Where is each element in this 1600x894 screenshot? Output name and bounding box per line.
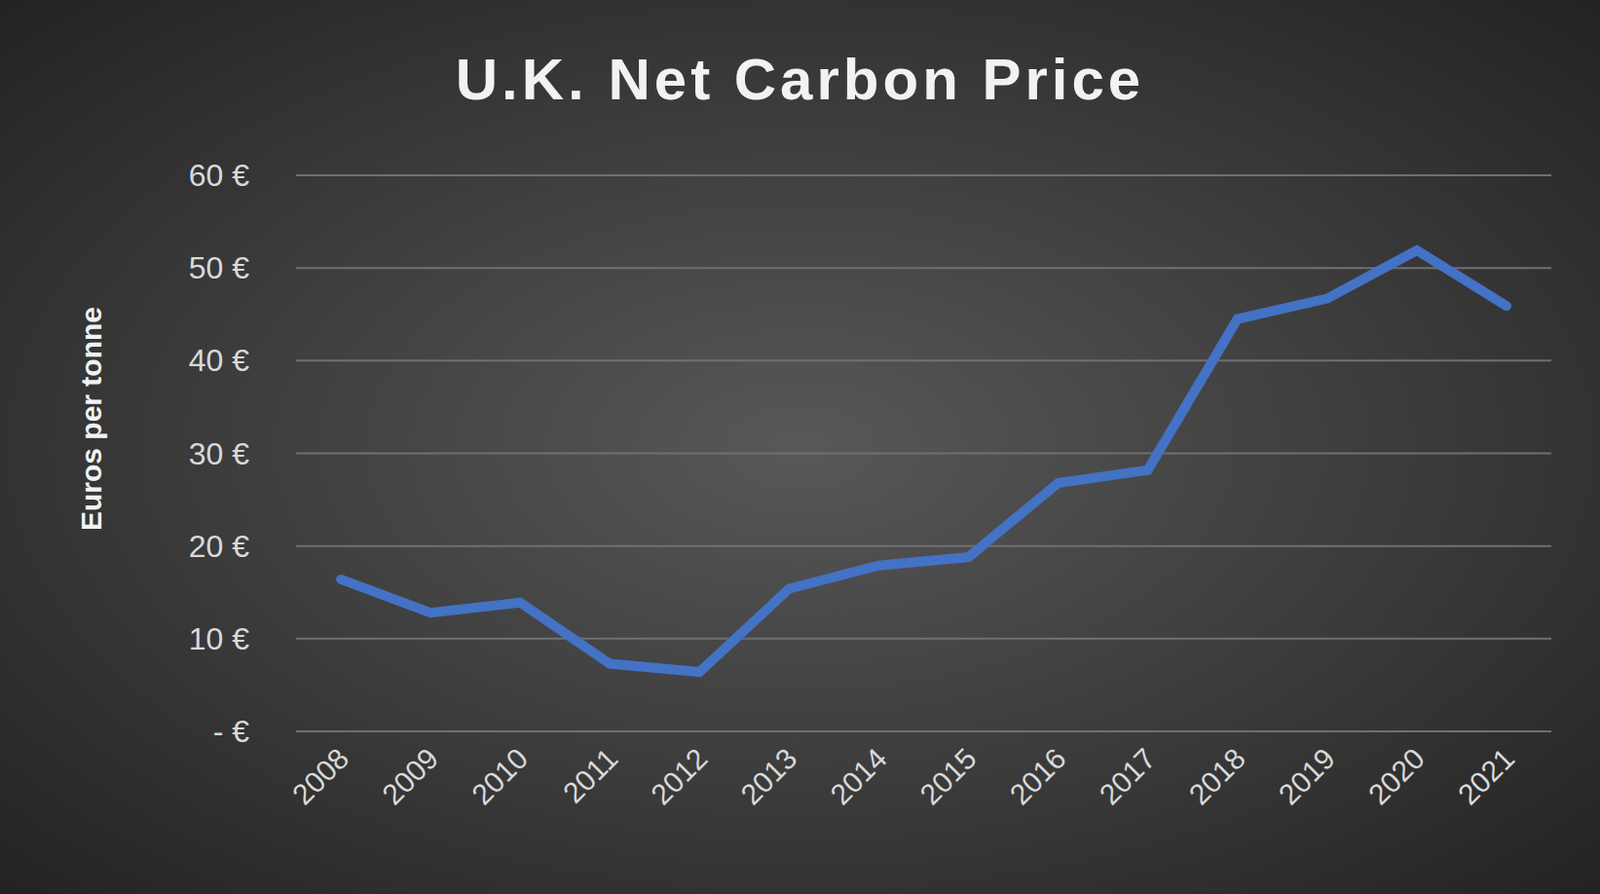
y-tick-label: - € — [213, 713, 251, 749]
grid-line — [296, 545, 1552, 548]
grid-line — [296, 359, 1552, 362]
x-tick-label: 2009 — [375, 742, 446, 812]
x-tick-label: 2017 — [1092, 742, 1162, 812]
x-tick-label: 2014 — [823, 742, 894, 812]
x-tick-label: 2012 — [644, 742, 714, 812]
y-tick-label: 60 € — [188, 157, 250, 193]
y-tick-label: 30 € — [188, 436, 250, 472]
grid-line — [296, 730, 1552, 733]
y-axis-title: Euros per tonne — [74, 306, 108, 531]
y-tick-label: 20 € — [188, 528, 250, 564]
x-tick-label: 2015 — [913, 742, 983, 812]
y-tick-label: 10 € — [188, 621, 250, 657]
data-line — [340, 250, 1507, 672]
background — [0, 0, 1600, 894]
grid-line — [296, 637, 1552, 640]
x-tick-label: 2013 — [734, 742, 804, 812]
chart: U.K. Net Carbon Price Euros per tonne - € 1… — [0, 0, 1600, 894]
x-tick-label: 2019 — [1272, 742, 1342, 812]
x-tick-label: 2016 — [1003, 742, 1073, 812]
x-tick-label: 2021 — [1451, 742, 1522, 812]
x-tick-label: 2008 — [286, 742, 356, 812]
grid-line — [296, 174, 1552, 177]
y-tick-label: 50 € — [188, 250, 250, 286]
plot-area — [340, 250, 1507, 672]
y-tick-label: 40 € — [188, 342, 250, 378]
x-tick-label: 2018 — [1182, 742, 1252, 812]
grid-line — [296, 266, 1552, 269]
x-tick-label: 2010 — [465, 742, 535, 812]
x-tick-label: 2020 — [1362, 742, 1432, 812]
grid-line — [296, 452, 1552, 455]
x-tick-label: 2011 — [557, 742, 625, 810]
chart-title: U.K. Net Carbon Price — [455, 46, 1145, 112]
